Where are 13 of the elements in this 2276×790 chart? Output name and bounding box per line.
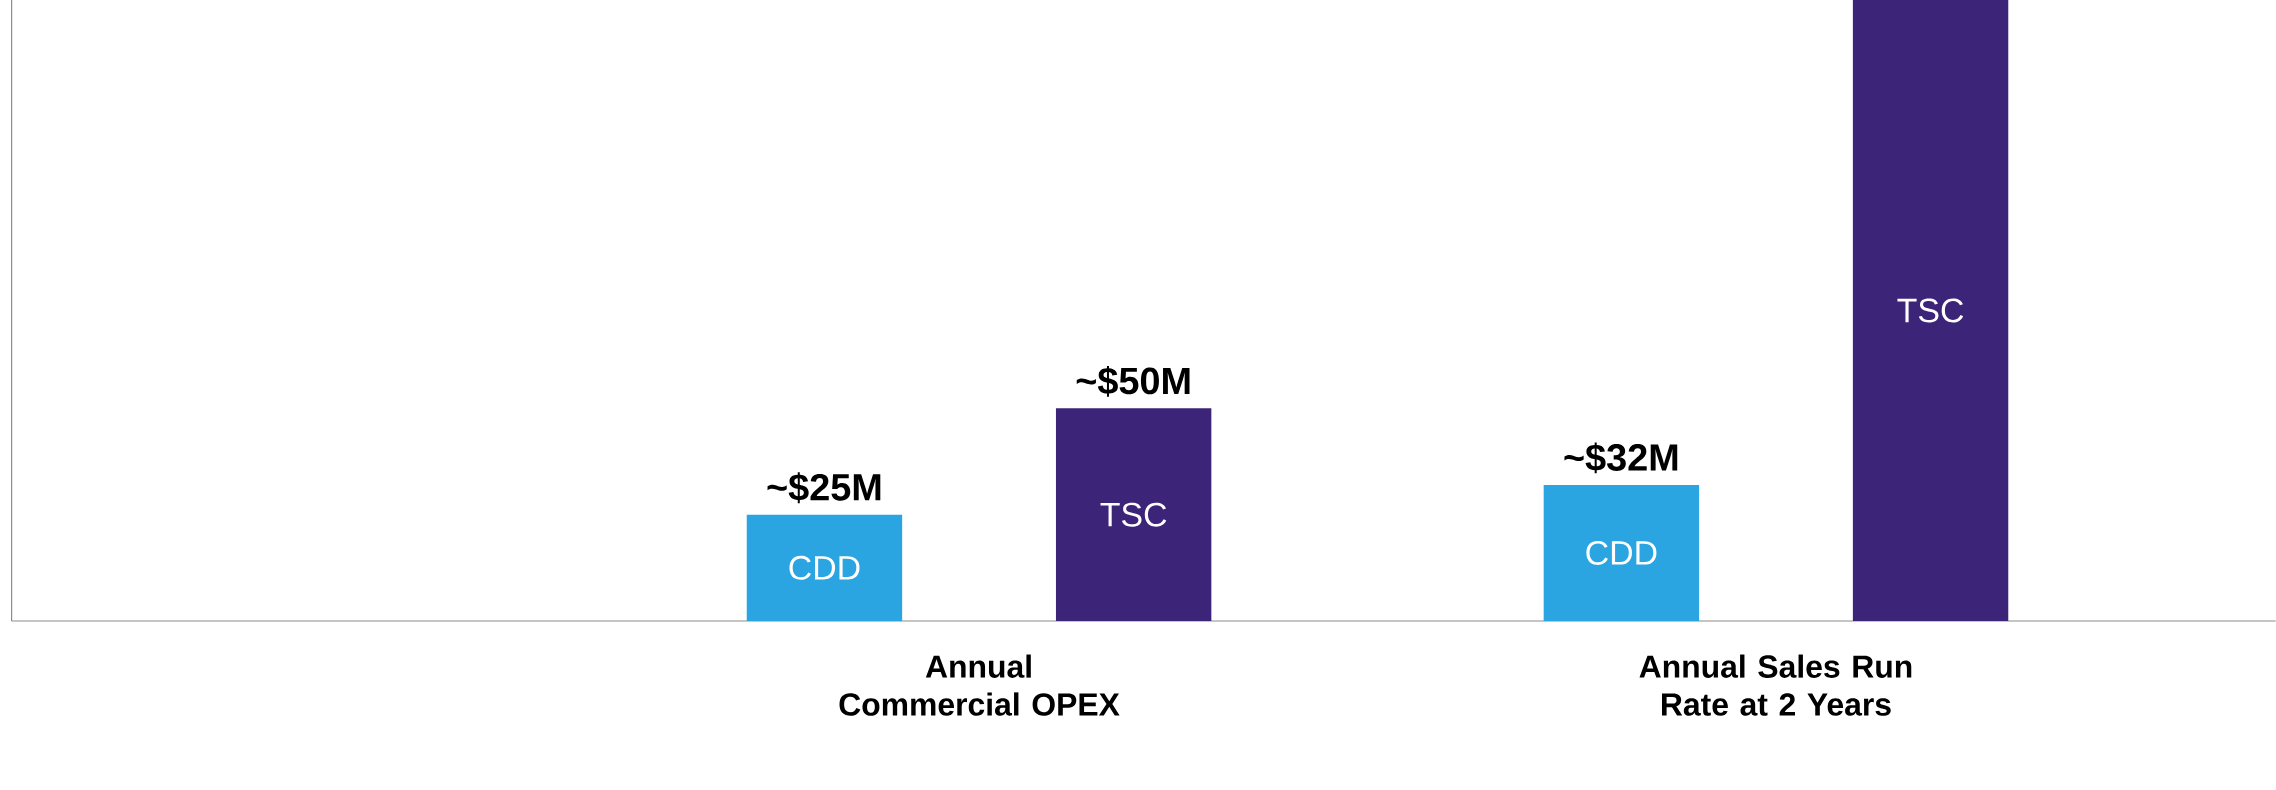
data-label: ~$32M [1564, 442, 1678, 474]
x-tick-label: Annual Commercial OPEX [839, 654, 1120, 716]
bar [1543, 484, 1700, 621]
bar [1852, 0, 2009, 621]
data-label: ~$50M [1076, 365, 1190, 397]
data-label: ~$25M [767, 472, 881, 504]
bar [1055, 408, 1212, 621]
text: TSC [1897, 298, 1964, 323]
series-label: TSC [1100, 502, 1167, 527]
series-label: CDD [789, 555, 860, 580]
x-tick-label: Annual Sales Run Rate at 2 Years [1639, 654, 1912, 716]
bar [746, 514, 903, 621]
text: CDD [1586, 540, 1657, 565]
